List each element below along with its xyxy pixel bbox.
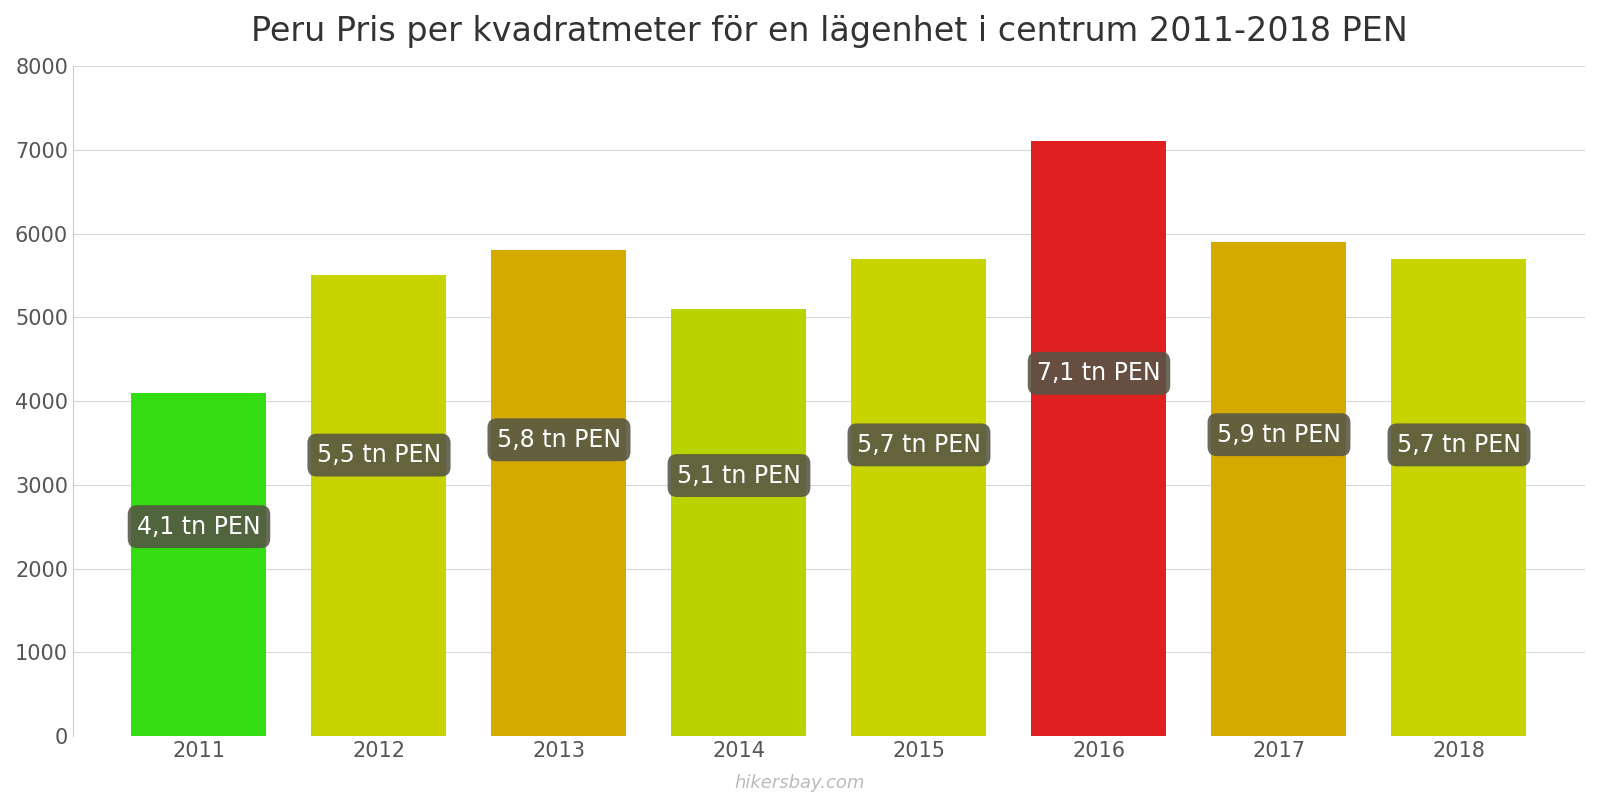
- Text: 5,8 tn PEN: 5,8 tn PEN: [498, 428, 621, 452]
- Text: 5,1 tn PEN: 5,1 tn PEN: [677, 463, 802, 487]
- Text: 5,7 tn PEN: 5,7 tn PEN: [858, 433, 981, 457]
- Bar: [1032, 142, 1166, 736]
- Bar: [672, 309, 806, 736]
- Text: 7,1 tn PEN: 7,1 tn PEN: [1037, 362, 1162, 386]
- Text: 5,9 tn PEN: 5,9 tn PEN: [1218, 422, 1341, 446]
- Bar: [1392, 258, 1526, 736]
- Bar: [851, 258, 987, 736]
- Text: 5,5 tn PEN: 5,5 tn PEN: [317, 443, 442, 467]
- Text: 5,7 tn PEN: 5,7 tn PEN: [1397, 433, 1522, 457]
- Bar: [312, 275, 446, 736]
- Bar: [1211, 242, 1347, 736]
- Bar: [131, 393, 267, 736]
- Bar: [491, 250, 627, 736]
- Text: hikersbay.com: hikersbay.com: [734, 774, 866, 792]
- Title: Peru Pris per kvadratmeter för en lägenhet i centrum 2011-2018 PEN: Peru Pris per kvadratmeter för en lägenh…: [251, 15, 1408, 48]
- Text: 4,1 tn PEN: 4,1 tn PEN: [138, 514, 261, 538]
